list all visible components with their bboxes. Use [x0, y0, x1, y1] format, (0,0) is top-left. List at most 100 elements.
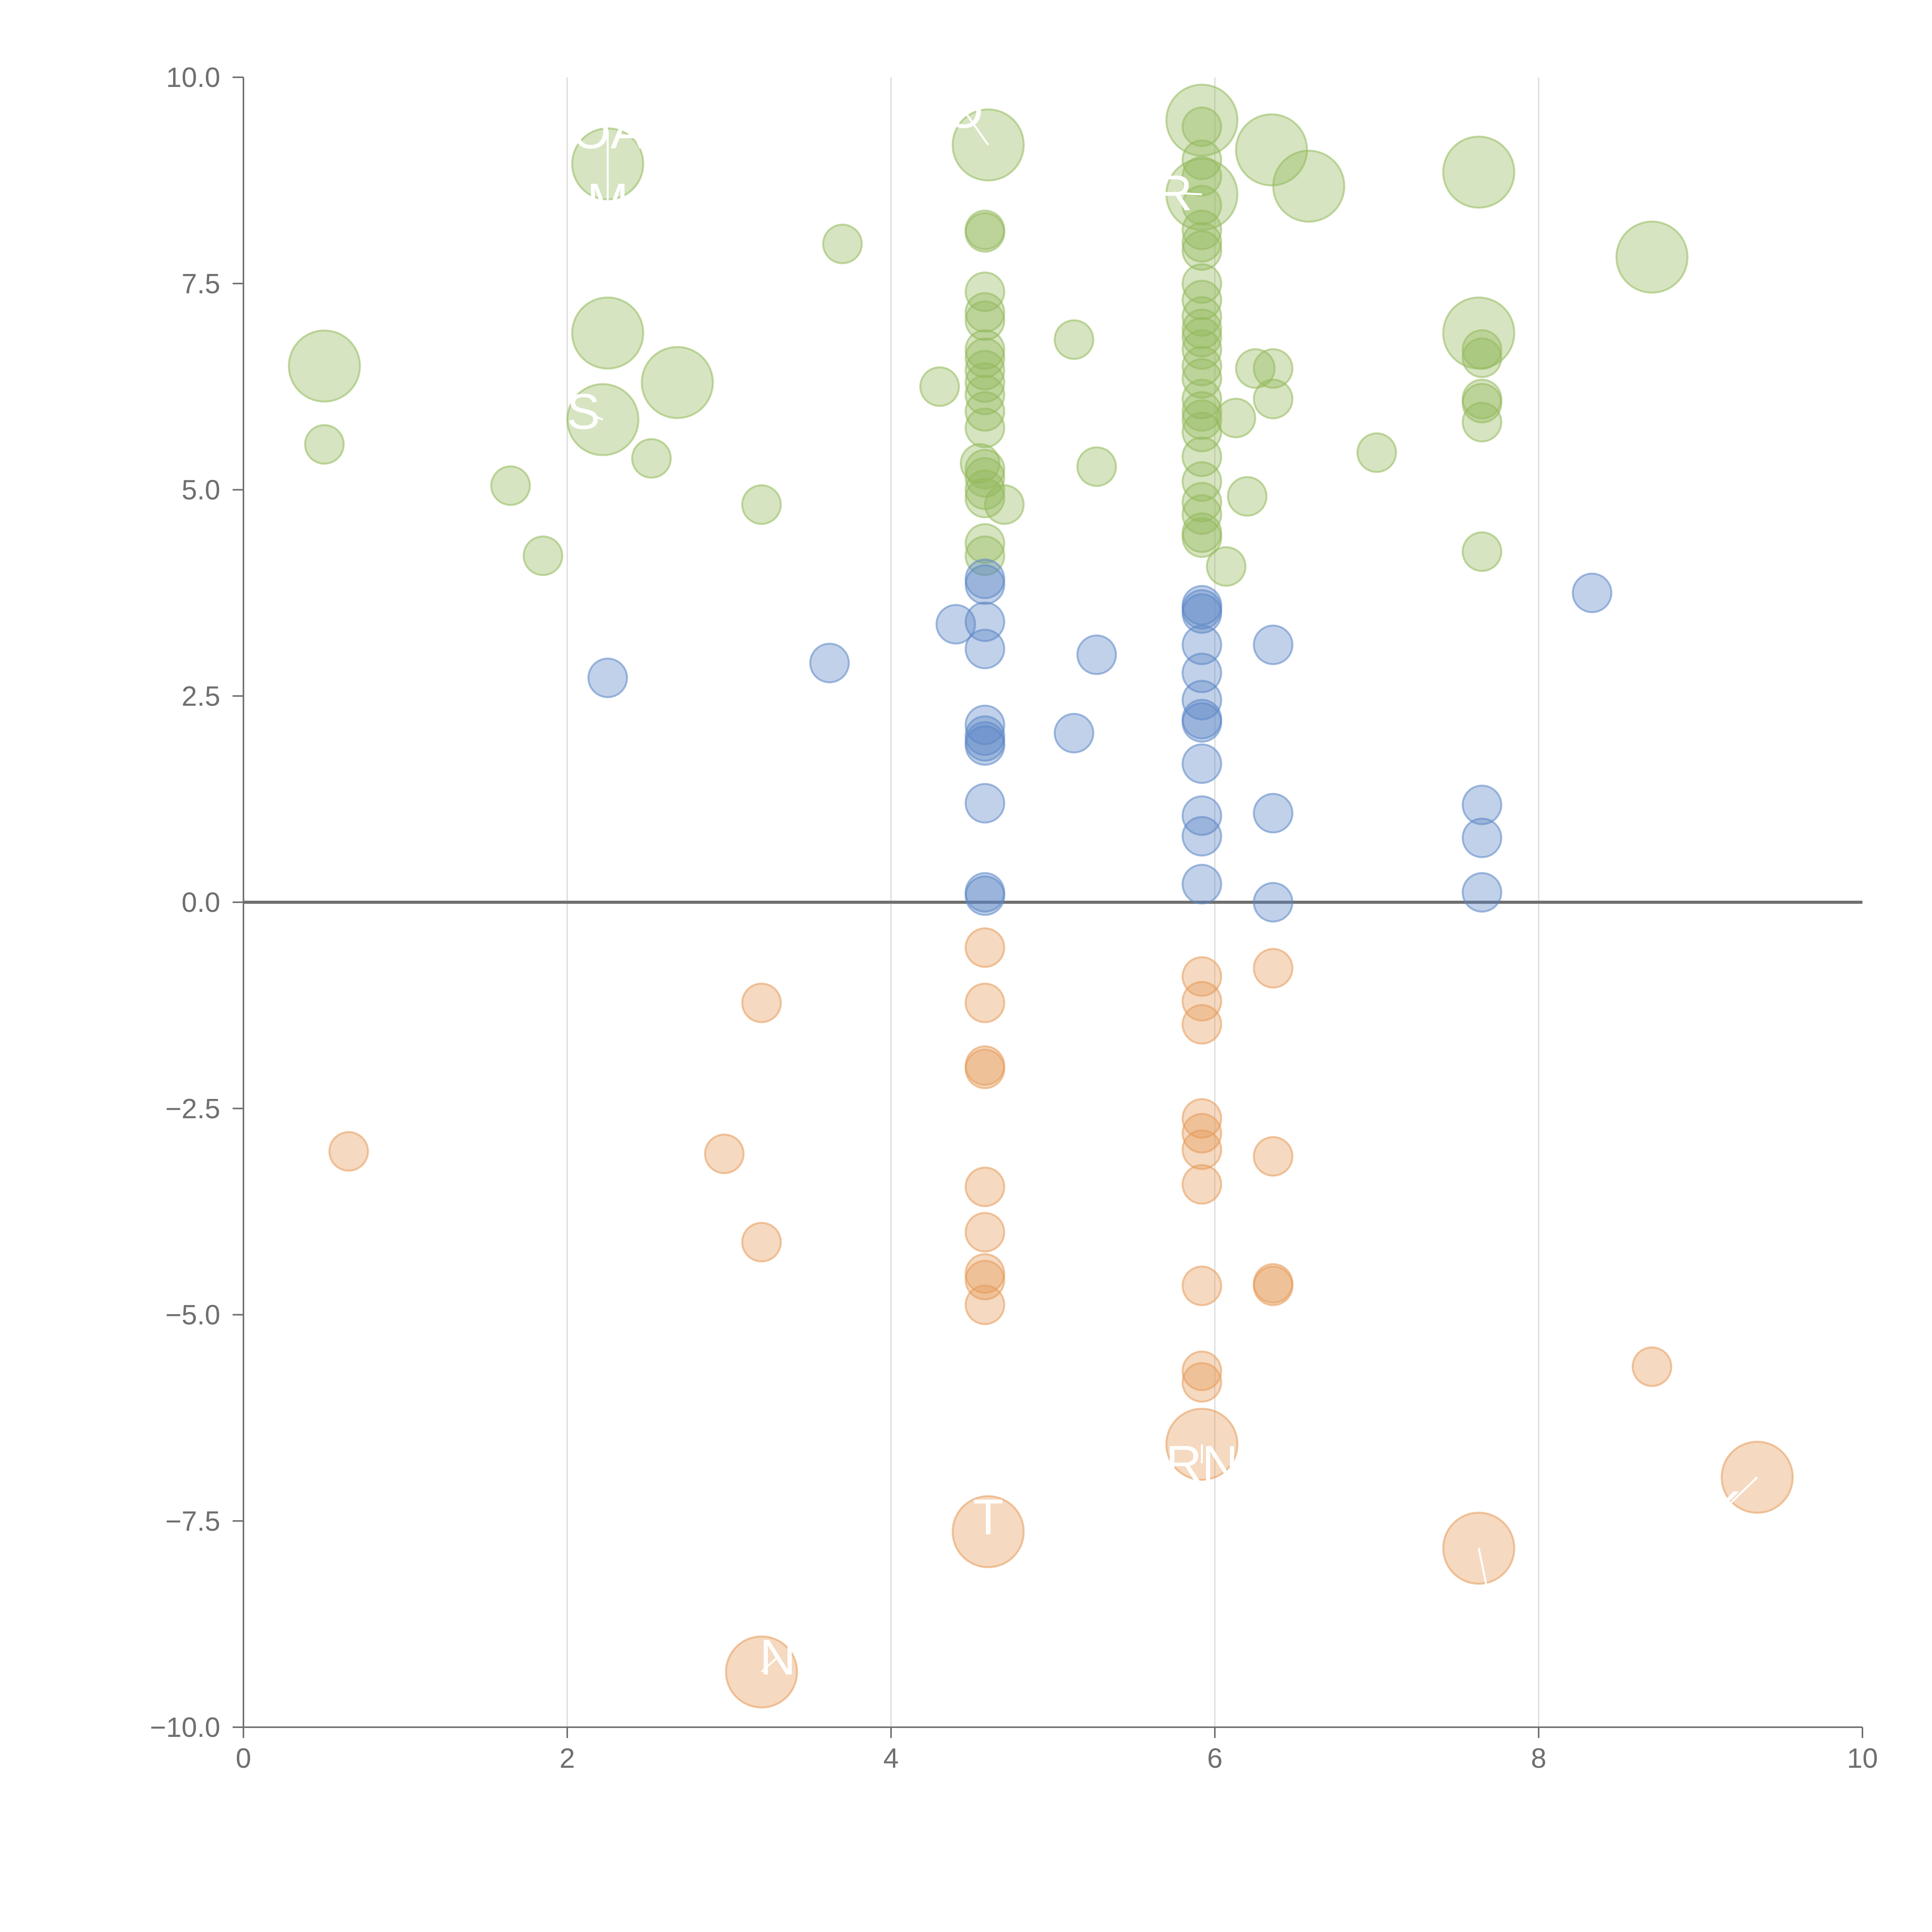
data-point-neutral [1181, 624, 1222, 665]
data-point-negative [1253, 948, 1294, 989]
annotation-label: K [1708, 1480, 1742, 1537]
data-point-positive [1461, 337, 1502, 378]
data-point-negative [1181, 1004, 1222, 1045]
data-point-negative [1253, 1265, 1294, 1306]
data-point-neutral [1253, 882, 1294, 923]
annotation-label: O [944, 82, 983, 138]
data-point-positive [1356, 432, 1397, 473]
data-point-neutral [964, 875, 1005, 916]
data-point-positive [919, 366, 960, 407]
axes: 0 2 4 6 8 10 10.0 7.5 5.0 2.5 0.0 −2.5 −5.0 −7.5 −10.0 [150, 62, 1878, 1774]
data-point-neutral [964, 704, 1005, 745]
data-point-neutral [1461, 817, 1502, 858]
x-tick-label: 0 [236, 1743, 251, 1774]
annotation-label: N [760, 1629, 796, 1685]
data-point-positive [964, 350, 1005, 391]
data-point-negative [741, 1222, 782, 1263]
data-point-neutral [964, 783, 1005, 824]
data-point-positive [1215, 398, 1256, 439]
data-point-positive [1442, 136, 1515, 209]
data-point-negative [1181, 1265, 1222, 1306]
y-tick-label: 2.5 [182, 681, 220, 712]
data-point-positive [1181, 391, 1222, 432]
annotation-label: OA [571, 103, 644, 159]
data-point-neutral [1461, 872, 1502, 913]
annotation-leader [1174, 192, 1202, 196]
data-point-positive [1181, 379, 1222, 420]
data-point-negative [964, 1212, 1005, 1253]
data-point-positive [1461, 401, 1502, 442]
data-point-positive [1181, 412, 1222, 452]
data-point-neutral [1253, 793, 1294, 833]
annotation-label: T [973, 1489, 1003, 1545]
data-point-neutral [964, 564, 1005, 605]
data-point-positive [1165, 83, 1238, 157]
data-point-negative [704, 1133, 745, 1174]
data-point-positive [1181, 279, 1222, 320]
data-point-positive [964, 292, 1005, 333]
data-point-positive [1181, 436, 1222, 477]
annotation-leader [1478, 1548, 1491, 1604]
data-point-neutral [809, 643, 850, 684]
data-point-positive [1181, 139, 1222, 180]
data-point-positive [964, 391, 1005, 432]
data-point-positive [1181, 461, 1222, 502]
data-point-positive [1253, 348, 1294, 389]
data-point-positive [641, 346, 714, 419]
data-point-positive [964, 329, 1005, 370]
data-point-positive [964, 337, 1005, 378]
data-point-positive [1181, 482, 1222, 523]
data-point-positive [964, 407, 1005, 448]
annotation-leader [761, 1656, 779, 1673]
data-point-negative [1631, 1346, 1672, 1387]
data-point-positive [1181, 230, 1222, 271]
data-point-neutral [935, 604, 976, 645]
data-point-positive [1053, 319, 1094, 360]
data-point-positive [1181, 358, 1222, 399]
data-point-positive [1181, 399, 1222, 440]
data-point-positive [631, 438, 672, 479]
data-point-positive [741, 484, 782, 525]
data-point-positive [1181, 494, 1222, 535]
data-point-positive [1181, 156, 1222, 197]
data-point-positive [1181, 308, 1222, 349]
data-point-positive [490, 465, 531, 506]
data-point-negative [1253, 1136, 1294, 1177]
x-tick-label: 2 [560, 1743, 575, 1774]
data-point-negative [1181, 1129, 1222, 1170]
annotation-label: OL [1457, 1575, 1524, 1632]
data-point-negative [1181, 1113, 1222, 1154]
data-point-positive [1272, 150, 1345, 223]
data-point-neutral [964, 629, 1005, 670]
data-point-negative [741, 982, 782, 1023]
data-point-negative [964, 1048, 1005, 1089]
data-point-positive [822, 223, 863, 264]
data-point-negative [1181, 1164, 1222, 1205]
y-tick-label: 0.0 [182, 887, 220, 918]
data-point-positive [1181, 209, 1222, 250]
x-tick-label: 6 [1207, 1743, 1223, 1774]
y-tick-label: −10.0 [150, 1712, 220, 1743]
data-point-positive [288, 329, 361, 403]
y-tick-label: −2.5 [165, 1094, 220, 1124]
data-point-positive [1181, 296, 1222, 337]
y-tick-label: 5.0 [182, 475, 220, 506]
data-point-negative [1181, 1362, 1222, 1403]
data-point-positive [964, 535, 1005, 576]
data-point-positive [964, 212, 1005, 253]
data-point-negative [964, 1167, 1005, 1208]
data-point-neutral [1181, 702, 1222, 743]
data-point-positive [984, 484, 1025, 525]
data-point-negative [1181, 1350, 1222, 1391]
data-point-negative [964, 982, 1005, 1023]
annotation-label: RN [1166, 1435, 1238, 1492]
data-point-positive [964, 374, 1005, 415]
annotation-label: S [567, 383, 600, 440]
data-point-positive [1461, 531, 1502, 572]
data-point-positive [1181, 345, 1222, 386]
data-point-neutral [1461, 784, 1502, 825]
data-point-neutral [964, 725, 1005, 766]
data-point-positive [1227, 476, 1268, 517]
y-tick-label: −7.5 [165, 1506, 220, 1537]
